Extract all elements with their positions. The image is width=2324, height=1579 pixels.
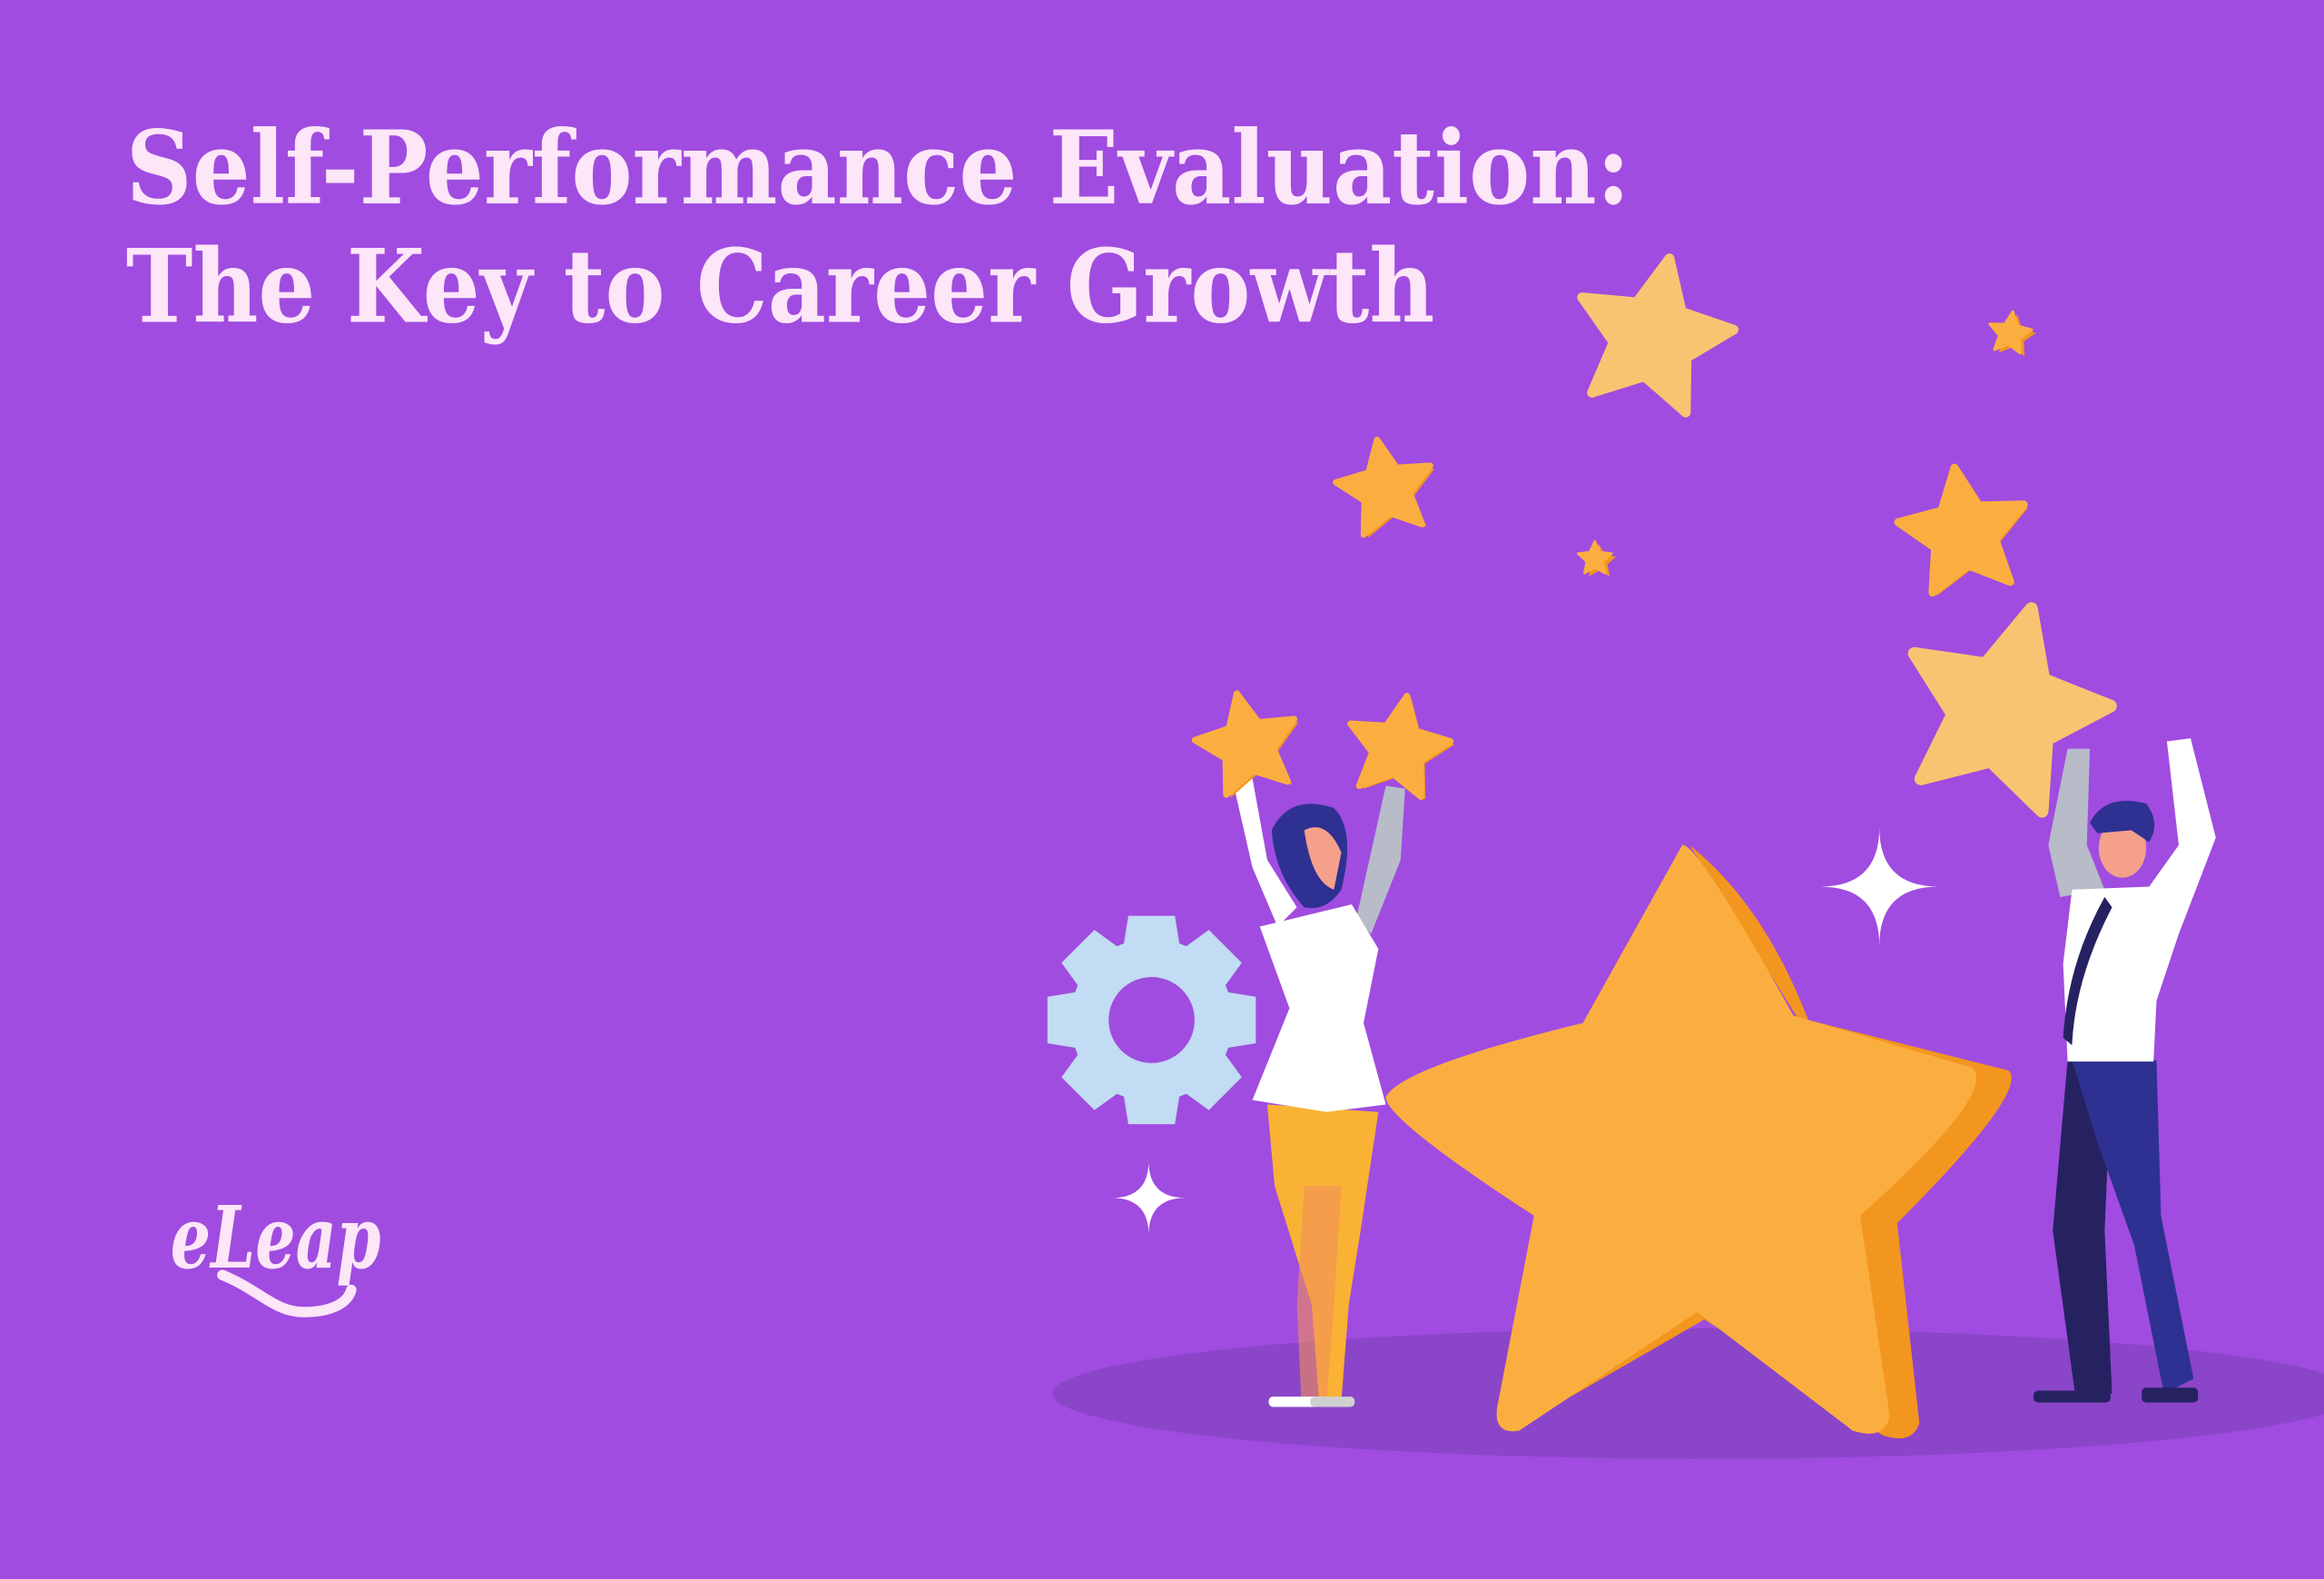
small-star-icon (1988, 310, 2034, 355)
illustration (1047, 253, 2216, 1439)
page-title-line-1: Self-Performance Evaluation: (126, 110, 1630, 228)
small-star-icon (1333, 436, 1433, 538)
gear-hole (1108, 977, 1195, 1063)
sparkle-icon (1111, 1160, 1187, 1236)
sparkle-icon (1819, 827, 1939, 946)
small-star-icon (1347, 693, 1454, 801)
logo-swoosh (217, 1269, 357, 1317)
small-star-icon (1894, 463, 2028, 597)
big-star-icon (1385, 844, 2012, 1439)
eleap-logo: eLeap (171, 1188, 381, 1317)
man-holding-star (2034, 738, 2216, 1403)
small-star-icon (1577, 253, 1739, 418)
small-star-icon (1907, 602, 2117, 818)
gear-icon (1047, 915, 1256, 1125)
page-title-line-2: The Key to Career Growth (126, 228, 1435, 346)
small-star-icon (1576, 539, 1613, 575)
small-star-icon (1191, 690, 1298, 798)
logo-text: eLeap (171, 1188, 381, 1288)
woman-holding-stars (1233, 778, 1405, 1407)
floor-shadow (1052, 1327, 2324, 1459)
